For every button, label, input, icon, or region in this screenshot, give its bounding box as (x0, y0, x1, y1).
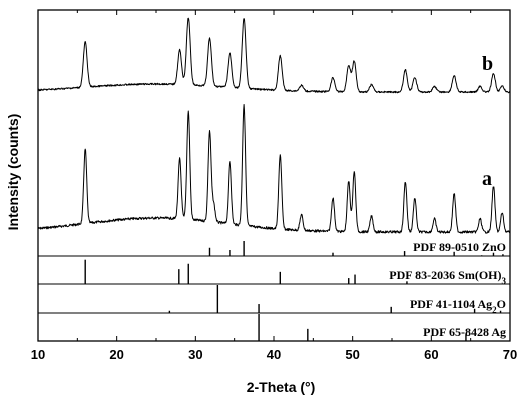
x-tick-label: 20 (109, 347, 123, 362)
reference-label: PDF 41-1104 Ag2O (410, 297, 506, 315)
x-tick-label: 50 (345, 347, 359, 362)
reference-label: PDF 65-8428 Ag (423, 325, 506, 339)
reference-pattern-3: PDF 41-1104 Ag2O (38, 283, 510, 315)
reference-patterns: PDF 89-0510 ZnO PDF 83-2036 Sm(OH)3 PDF 41… (38, 240, 510, 341)
plot-frame (37, 9, 511, 342)
reference-label: PDF 83-2036 Sm(OH)3 (389, 268, 506, 286)
x-axis: 10 20 30 40 50 60 70 (31, 10, 517, 362)
x-tick-label: 30 (188, 347, 202, 362)
curve-b (37, 17, 511, 94)
x-tick-label: 60 (424, 347, 438, 362)
curve-label-a: a (482, 168, 492, 190)
plot-border (37, 9, 511, 342)
reference-pattern-1: PDF 89-0510 ZnO (208, 240, 506, 256)
x-tick-label: 70 (503, 347, 517, 362)
x-tick-label: 40 (267, 347, 281, 362)
x-tick-label: 10 (31, 347, 45, 362)
reference-pattern-4: PDF 65-8428 Ag (38, 312, 510, 341)
diffraction-curves: ab (37, 17, 511, 234)
curve-label-b: b (482, 53, 493, 75)
curve-a (37, 103, 511, 234)
x-axis-title: 2-Theta (°) (247, 379, 316, 395)
y-axis-title: Intensity (counts) (5, 114, 21, 231)
reference-label: PDF 89-0510 ZnO (413, 240, 506, 254)
reference-pattern-2: PDF 83-2036 Sm(OH)3 (38, 255, 510, 286)
